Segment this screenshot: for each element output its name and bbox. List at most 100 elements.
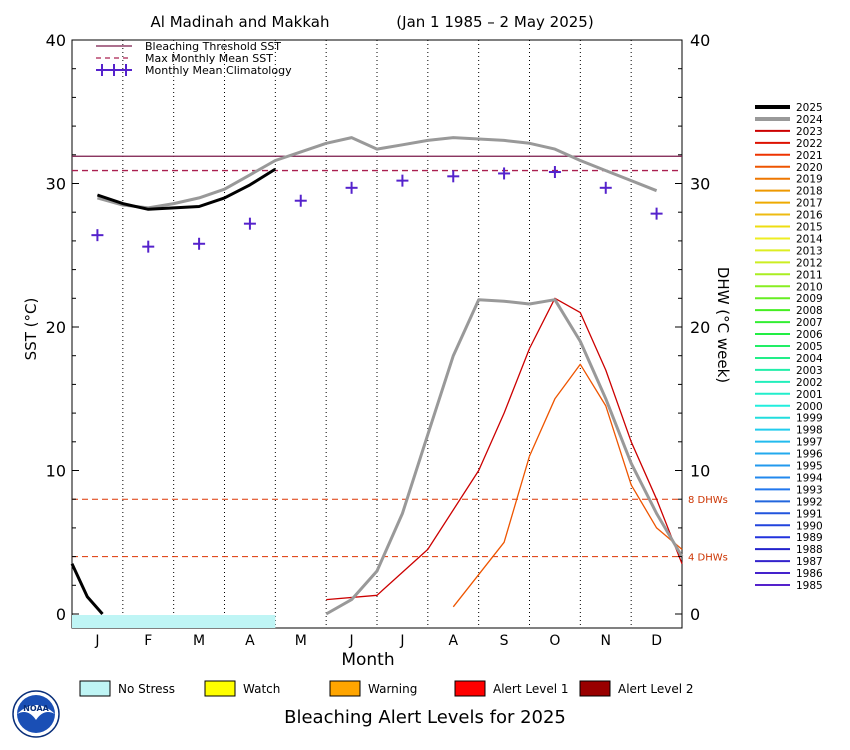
year-legend-label: 2013 [796, 245, 823, 257]
year-legend-label: 2003 [796, 365, 823, 377]
inner-legend: Bleaching Threshold SST Max Monthly Mean… [96, 40, 292, 77]
dhw-line-2020 [452, 363, 683, 608]
year-legend-label: 2012 [796, 257, 823, 269]
noaa-logo: NOAA [12, 690, 60, 738]
year-legend-label: 2000 [796, 401, 823, 413]
year-legend-label: 1988 [796, 544, 823, 556]
left-y-tick-label: 20 [46, 318, 66, 337]
month-tick-label: S [500, 633, 509, 649]
right-y-axis-label: DHW (°C week) [714, 267, 732, 383]
year-legend-label: 2009 [796, 293, 823, 305]
year-legend-label: 2021 [796, 150, 823, 162]
plot-frame [71, 39, 683, 629]
climatology-marker [447, 170, 460, 183]
month-tick-label: A [448, 633, 458, 649]
reference-lines: 8 DHWs 4 DHWs [72, 155, 728, 564]
climatology-marker [193, 237, 206, 250]
climatology-marker [345, 181, 358, 194]
year-legend-label: 2020 [796, 162, 823, 174]
year-legend-label: 2001 [796, 389, 823, 401]
climatology-marker [142, 240, 155, 253]
climatology-marker [91, 229, 104, 242]
right-y-tick-label: 0 [690, 605, 700, 624]
mmm-legend-label: Max Monthly Mean SST [145, 52, 273, 65]
month-tick-label: M [193, 633, 205, 649]
climatology-marker [243, 217, 256, 230]
chart-subtitle: (Jan 1 1985 – 2 May 2025) [396, 13, 593, 31]
alert-level-swatch [204, 680, 236, 697]
threshold-legend-label: Bleaching Threshold SST [145, 40, 281, 53]
year-legend-label: 1989 [796, 532, 823, 544]
year-legend-label: 2006 [796, 329, 823, 341]
year-legend-label: 2016 [796, 210, 823, 222]
month-tick-label: J [399, 633, 404, 649]
year-legend-label: 2017 [796, 198, 823, 210]
year-legend-label: 2018 [796, 186, 823, 198]
month-tick-label: J [349, 633, 354, 649]
year-legend-label: 2007 [796, 317, 823, 329]
alert-level-swatch [454, 680, 486, 697]
year-legend-label: 1994 [796, 472, 823, 484]
year-legend-label: 2015 [796, 222, 823, 234]
year-legend-label: 1990 [796, 520, 823, 532]
year-legend-label: 1991 [796, 508, 823, 520]
alert-level-label: Warning [368, 682, 417, 696]
month-tick-label: O [549, 633, 560, 649]
dhw-line-2023 [326, 297, 683, 601]
year-legend-label: 1999 [796, 413, 823, 425]
left-y-tick-label: 30 [46, 175, 66, 194]
alert-level-label: Alert Level 2 [618, 682, 694, 696]
alert-level-legend: No Stress Watch Warning Alert Level 1 Alert … [79, 680, 694, 697]
alert-bar-segment [72, 615, 276, 628]
year-legend-label: 2023 [796, 126, 823, 138]
climatology-legend-plus [96, 64, 108, 76]
alert-bar-2025 [72, 615, 276, 628]
alert-level-swatch [79, 680, 111, 697]
month-tick-label: A [245, 633, 255, 649]
climatology-legend-plus [108, 64, 120, 76]
axes: 0 10 20 30 40 0 10 20 30 40 J F M A M J J A S O N D [46, 31, 711, 649]
year-legend-label: 2022 [796, 138, 823, 150]
year-legend-label: 1996 [796, 449, 823, 461]
alert-level-label: Alert Level 1 [493, 682, 569, 696]
year-legend-label: 1986 [796, 568, 823, 580]
chart-title: Al Madinah and Makkah [151, 13, 330, 31]
month-tick-label: N [601, 633, 611, 649]
left-y-tick-label: 10 [46, 462, 66, 481]
year-legend-label: 1993 [796, 484, 823, 496]
year-legend-label: 2025 [796, 102, 823, 114]
dhw-line-2025 [70, 563, 104, 615]
climatology-markers [91, 166, 663, 253]
alert-level-swatch [329, 680, 361, 697]
climatology-marker [498, 167, 511, 180]
left-y-tick-label: 40 [46, 31, 66, 50]
year-legend-label: 1995 [796, 461, 823, 473]
climatology-legend-swatch [96, 64, 132, 76]
left-y-axis-label: SST (°C) [22, 298, 40, 361]
year-legend-label: 1998 [796, 425, 823, 437]
dhw-reference-label: 4 DHWs [688, 553, 728, 564]
noaa-logo-text: NOAA [23, 704, 49, 713]
dhw-line-2024 [325, 298, 684, 616]
alert-level-label: No Stress [118, 682, 175, 696]
year-legend-label: 1985 [796, 580, 823, 592]
alert-levels-title: Bleaching Alert Levels for 2025 [284, 707, 566, 728]
year-legend-label: 1992 [796, 496, 823, 508]
x-axis-label: Month [341, 650, 394, 670]
year-legend-label: 2011 [796, 269, 823, 281]
series-lines [70, 136, 684, 616]
right-y-tick-label: 10 [690, 462, 710, 481]
year-legend-label: 2004 [796, 353, 823, 365]
month-tick-label: J [94, 633, 99, 649]
year-legend-label: 2014 [796, 233, 823, 245]
right-y-tick-label: 20 [690, 318, 710, 337]
right-y-tick-label: 30 [690, 175, 710, 194]
dhw-reference-label: 8 DHWs [688, 495, 728, 506]
month-tick-label: F [144, 633, 152, 649]
climatology-marker [650, 207, 663, 220]
year-legend-label: 2008 [796, 305, 823, 317]
year-legend-label: 2002 [796, 377, 823, 389]
climatology-marker [548, 166, 561, 179]
climatology-marker [599, 181, 612, 194]
